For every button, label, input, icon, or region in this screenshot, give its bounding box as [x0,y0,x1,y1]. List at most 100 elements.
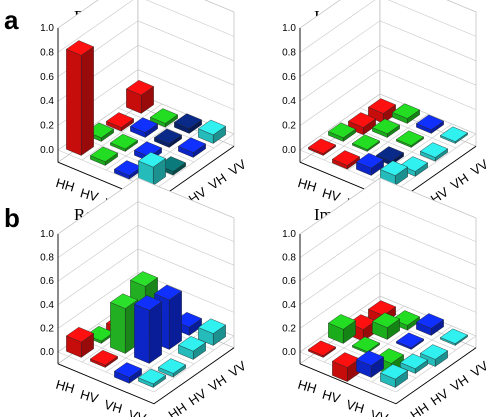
bar-hh-vv [367,98,397,124]
floor-gridline [129,325,211,383]
bar-hv-vh [371,118,401,138]
bar-vh-hh [113,362,143,384]
z-tick-label: 0.0 [40,145,54,156]
bar-vv-vh [177,137,207,158]
bar-hh-vh [347,112,377,136]
bar-hv-hv [351,134,381,152]
z-gridline [57,177,235,235]
bar-vv-hv [399,353,429,374]
bar-hv-hv [351,336,381,354]
bar-hv-hv [109,133,139,152]
col-label: VH [206,372,229,395]
bar-hv-vv [149,108,179,128]
col-label: HV [428,386,452,409]
bar-vh-vh [395,130,425,148]
z-tick-label: 1.0 [40,23,54,34]
z-gridline [299,272,477,329]
bar-vv-vv [197,119,227,144]
bar-hh-vv [125,80,155,114]
bar-vh-vv [415,114,445,134]
z-tick-label: 0.2 [40,323,54,334]
bar-hh-vh [105,112,135,132]
row-label: HV [78,185,100,204]
bar-vv-vv [439,328,469,346]
z-tick-label: 0.8 [40,253,54,264]
z-gridline [299,69,477,126]
row-label: HV [320,185,342,204]
z-tick-label: 0.0 [282,347,296,358]
row-label: VV [369,407,390,417]
col-label: HV [186,386,210,409]
bar-hh-hh [65,326,95,358]
z-gridline [57,248,235,306]
floor-gridline [153,335,235,393]
z-tick-label: 0.0 [282,145,296,156]
bar-hv-hh [89,349,119,368]
col-label: HH [166,400,190,417]
z-tick-label: 1.0 [282,229,296,240]
z-tick-label: 0.4 [282,96,296,107]
bar-hv-hh [89,146,119,166]
bar-hv-vh [371,312,401,340]
z-gridline [57,272,235,329]
bar-vv-vv [197,318,227,346]
bar-hv-hv [109,293,139,354]
z-tick-label: 0.2 [282,323,296,334]
z-gridline [299,0,477,29]
z-tick-label: 0.8 [282,47,296,58]
bar-vv-hh [379,364,409,388]
plot-4: Im(ρexp)0.00.20.40.60.81.0HHHVVHVVHHHVVH… [282,177,491,417]
floor-edge [57,347,235,405]
bar-vh-vv [173,113,203,134]
z-gridline [57,0,235,53]
bar-hv-vv [391,103,421,124]
col-label: VV [468,358,491,380]
floor-edge [299,347,477,405]
z-tick-label: 0.0 [40,347,54,358]
row-label: HH [54,377,76,397]
bar-hv-vh [129,117,159,138]
bar-vh-hh [113,160,143,180]
bar-hv-hh [331,352,361,382]
bar-hv-hh [331,150,361,170]
row-label: HV [78,387,100,406]
floor-gridline [395,133,477,191]
panel-label-a: a [4,5,19,35]
bar-vv-hh [137,368,167,388]
z-tick-label: 0.8 [282,253,296,264]
z-gridline [299,201,477,258]
z-gridline [299,0,477,53]
z-tick-label: 1.0 [40,229,54,240]
z-gridline [299,224,477,282]
col-label: VH [448,170,471,193]
bar-vv-hh [137,152,167,186]
bar-hh-hh [307,340,337,358]
z-tick-label: 0.4 [40,300,54,311]
col-label: VV [226,358,249,380]
z-gridline [299,177,477,235]
col-label: VV [226,156,249,178]
panel-label-b: b [4,203,20,233]
bar-vv-vv [439,126,469,144]
col-label: VV [468,156,491,178]
z-tick-label: 0.6 [282,276,296,287]
z-gridline [57,201,235,258]
col-label: VH [206,170,229,193]
floor-gridline [153,133,235,191]
row-label: VH [344,397,365,416]
bar-vh-vh [153,128,183,148]
bar-vh-hh [355,350,385,378]
bar-hh-hv [327,122,357,142]
row-label: HH [54,175,76,195]
z-gridline [57,224,235,282]
plot-2: Im(ρexp)0.00.20.40.60.81.0HHHVVHVVHHHVVH… [282,0,491,225]
row-label: HH [296,377,318,397]
row-label: HV [320,387,342,406]
z-tick-label: 0.4 [282,300,296,311]
bar-hh-hh [65,40,95,156]
bar-vv-vh [177,336,207,360]
bar-vv-vh [419,142,449,162]
z-gridline [299,44,477,102]
z-tick-label: 1.0 [282,23,296,34]
